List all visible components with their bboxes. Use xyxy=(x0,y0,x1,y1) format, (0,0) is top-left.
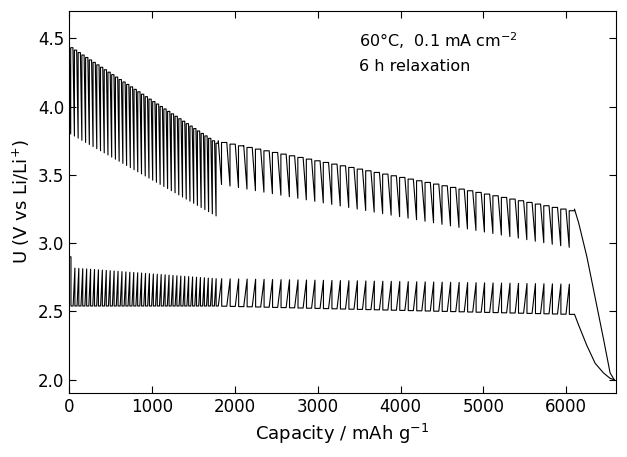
Text: 60°C,  0.1 mA cm$^{-2}$
6 h relaxation: 60°C, 0.1 mA cm$^{-2}$ 6 h relaxation xyxy=(359,30,518,74)
Y-axis label: U (V vs Li/Li$^{+}$): U (V vs Li/Li$^{+}$) xyxy=(11,140,33,265)
X-axis label: Capacity / mAh g$^{-1}$: Capacity / mAh g$^{-1}$ xyxy=(255,422,429,446)
